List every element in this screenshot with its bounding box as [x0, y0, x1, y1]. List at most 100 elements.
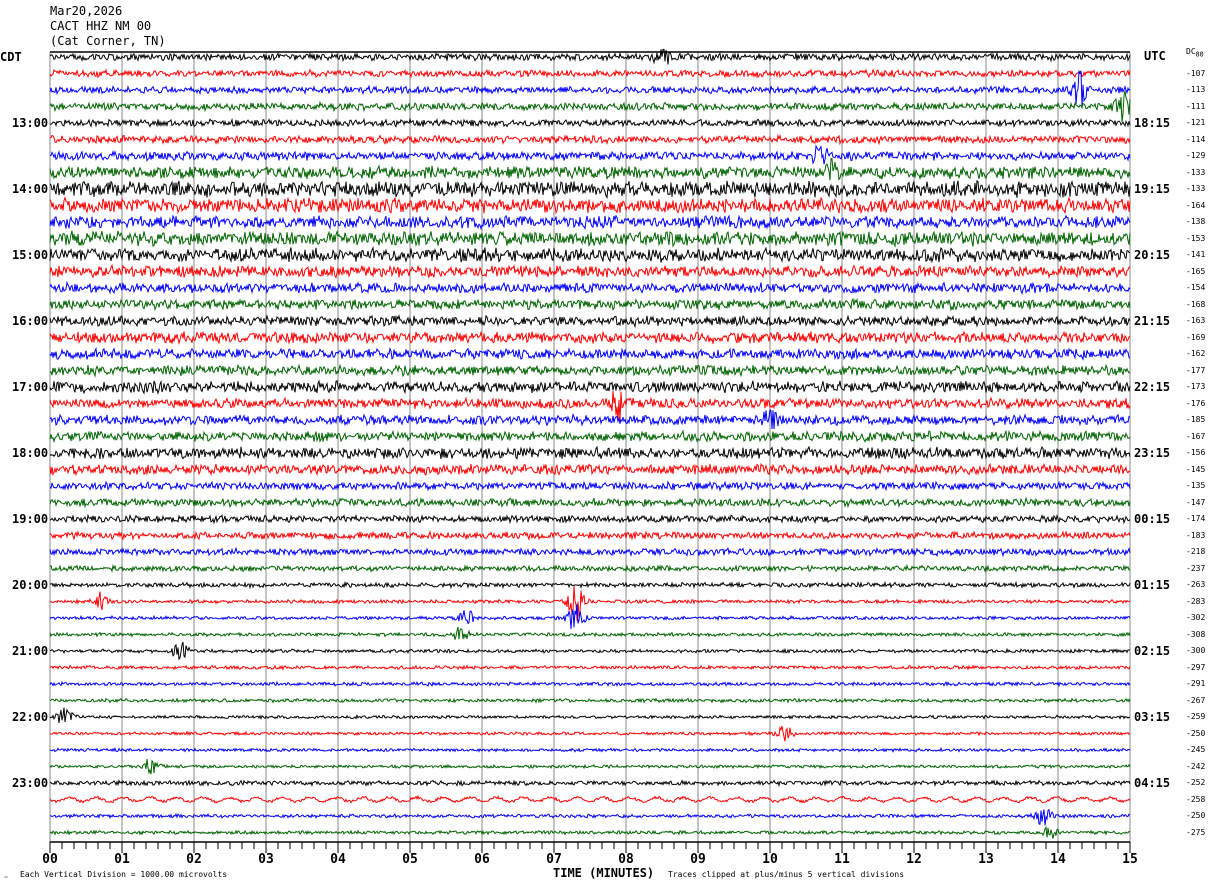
dc-offset-label: -173: [1186, 382, 1206, 391]
trace-row-32: [49, 580, 1131, 590]
trace-row-37: [49, 664, 1131, 671]
dc-offset-label: -156: [1186, 448, 1206, 457]
trace-row-15: [49, 297, 1131, 312]
left-time-label: 20:00: [12, 578, 49, 592]
dc-offset-label: -218: [1186, 547, 1206, 556]
trace-row-12: [49, 246, 1131, 264]
x-tick-label: 07: [546, 852, 562, 867]
dc-offset-label: -169: [1186, 332, 1206, 342]
dc-offset-label: -259: [1186, 712, 1206, 721]
right-zone-label: UTC: [1144, 49, 1166, 63]
chart-date: Mar20,2026: [50, 4, 123, 18]
trace-row-36: [49, 641, 1131, 661]
dc-offset-label: -283: [1186, 596, 1206, 606]
dc-offset-label: -111: [1186, 101, 1206, 111]
dc-offset-label: -174: [1186, 514, 1206, 523]
trace-row-10: [49, 214, 1131, 231]
trace-row-1: [49, 68, 1131, 79]
trace-row-30: [49, 546, 1131, 558]
dc-offset-label: -114: [1186, 134, 1206, 144]
left-time-label: 21:00: [12, 644, 49, 658]
x-tick-label: 03: [258, 852, 274, 867]
trace-row-39: [49, 697, 1131, 704]
right-time-label: 23:15: [1134, 446, 1171, 460]
trace-row-42: [50, 746, 1131, 753]
right-time-label: 21:15: [1134, 314, 1171, 328]
trace-row-11: [49, 229, 1131, 248]
trace-row-13: [49, 263, 1131, 279]
dc-offset-label: -135: [1186, 481, 1206, 490]
left-time-label: 15:00: [12, 248, 49, 262]
trace-row-17: [49, 330, 1131, 346]
right-time-label: 01:15: [1134, 578, 1171, 592]
right-time-label: 20:15: [1134, 248, 1171, 262]
right-time-label: 00:15: [1134, 512, 1171, 526]
dc-offset-label: -297: [1186, 662, 1206, 672]
right-time-label: 04:15: [1134, 776, 1171, 790]
left-time-label: CDT: [0, 50, 22, 64]
dc-offset-label: -145: [1186, 464, 1206, 474]
station-code: CACT HHZ NM 00: [50, 19, 152, 33]
dc-offset-label: -162: [1186, 349, 1206, 358]
left-time-label: 16:00: [12, 314, 49, 328]
dc-offset-label: -250: [1186, 811, 1206, 820]
dc-offset-label: -245: [1186, 745, 1206, 754]
dc-offset-label: -133: [1186, 167, 1206, 177]
scale-note: Each Vertical Division = 1000.00 microvo…: [20, 870, 228, 879]
clip-note: Traces clipped at plus/minus 5 vertical …: [668, 870, 905, 879]
trace-row-9: [49, 196, 1131, 215]
x-tick-label: 12: [906, 852, 922, 867]
trace-row-31: [49, 563, 1131, 573]
trace-row-2: [49, 69, 1131, 108]
right-time-label: 18:15: [1134, 116, 1171, 130]
trace-row-23: [49, 429, 1131, 444]
left-time-label: 14:00: [12, 182, 49, 196]
trace-row-19: [49, 363, 1131, 378]
x-tick-label: 00: [42, 852, 58, 867]
trace-row-41: [49, 725, 1131, 742]
trace-row-45: [49, 794, 1131, 804]
dc-offset-label: -129: [1186, 151, 1206, 160]
left-time-label: 18:00: [12, 446, 49, 460]
dc-offset-label: -263: [1186, 580, 1206, 589]
trace-row-33: [49, 585, 1131, 621]
trace-row-20: [49, 379, 1131, 395]
dc-offset-label: -185: [1186, 415, 1206, 424]
dc-offset-label: -138: [1186, 217, 1206, 226]
x-axis-label: TIME (MINUTES): [553, 866, 655, 880]
trace-row-3: [49, 90, 1131, 123]
dc-offset-label: -176: [1186, 398, 1206, 408]
trace-row-14: [49, 280, 1131, 295]
dc-first-value: 80: [1195, 50, 1204, 59]
trace-row-40: [49, 707, 1130, 723]
dc-offset-label: -300: [1186, 646, 1206, 655]
right-time-label: 03:15: [1134, 710, 1171, 724]
x-tick-label: 05: [402, 852, 418, 867]
dc-offset-label: -113: [1186, 85, 1206, 94]
dc-offset-label: -167: [1186, 431, 1206, 441]
dc-offset-label: -267: [1186, 695, 1206, 705]
right-time-label: 22:15: [1134, 380, 1171, 394]
left-time-label: 22:00: [12, 710, 49, 724]
dc-header-label: DC: [1186, 47, 1196, 56]
right-time-label: 02:15: [1134, 644, 1171, 658]
trace-row-7: [49, 157, 1131, 181]
dc-offset-label: -121: [1186, 118, 1206, 127]
x-tick-label: 08: [618, 852, 634, 867]
trace-row-5: [49, 133, 1131, 146]
dc-offset-label: -107: [1186, 68, 1206, 78]
left-time-label: 19:00: [12, 512, 49, 526]
dc-offset-label: -291: [1186, 679, 1206, 688]
dc-offset-label: -275: [1186, 827, 1206, 837]
trace-row-21: [49, 390, 1131, 422]
trace-row-34: [49, 604, 1131, 630]
trace-row-29: [49, 529, 1131, 541]
x-tick-label: 06: [474, 852, 490, 867]
dc-offset-label: -183: [1186, 530, 1206, 540]
dc-offset-label: -163: [1186, 316, 1206, 325]
station-location: (Cat Corner, TN): [50, 34, 166, 48]
dc-offset-label: -141: [1186, 250, 1206, 259]
dc-offset-label: -308: [1186, 629, 1206, 639]
x-tick-label: 14: [1050, 852, 1066, 867]
